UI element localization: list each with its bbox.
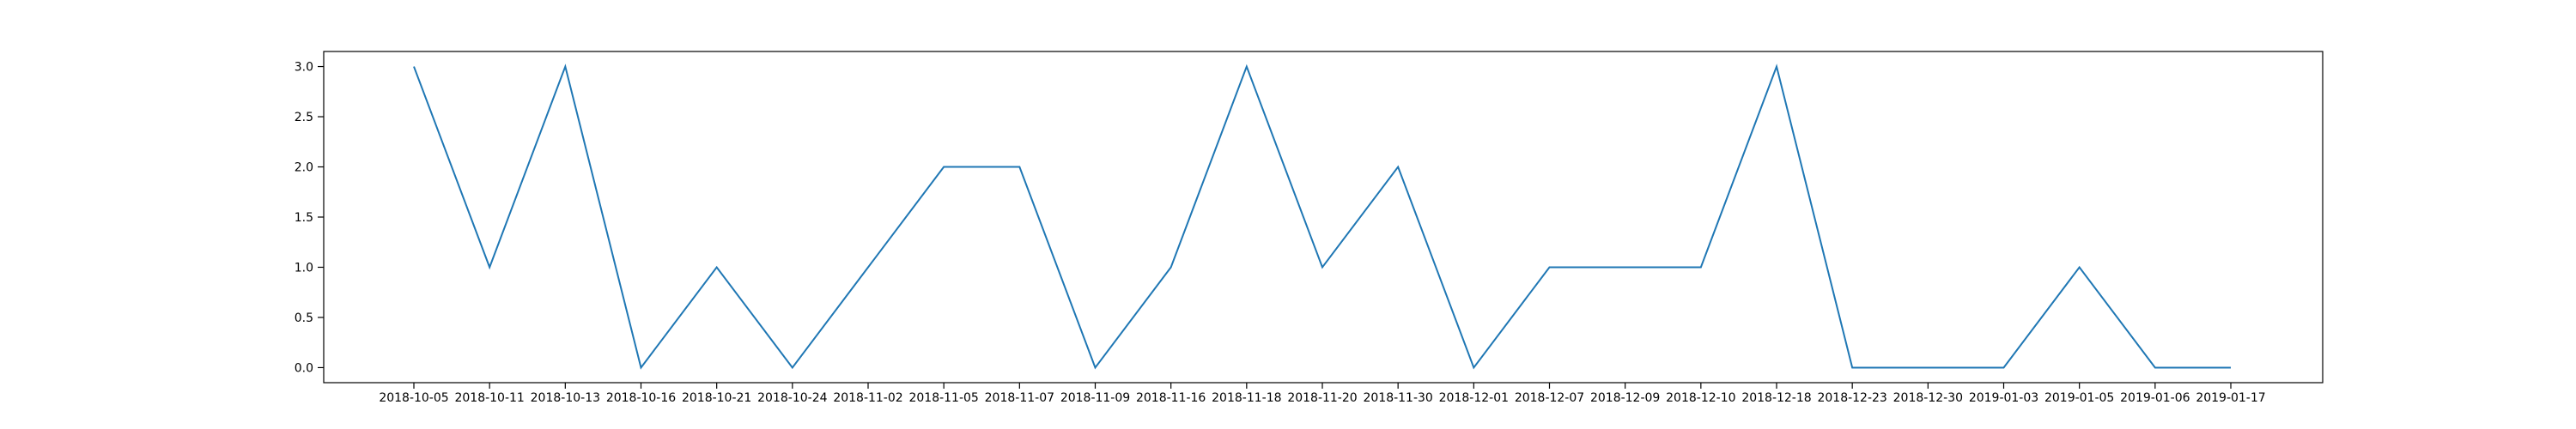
series-layer [413,63,2231,370]
x-tick-label: 2018-11-16 [1136,391,1206,405]
x-tick-label: 2018-12-18 [1741,391,1811,405]
x-tick-label: 2018-12-01 [1439,391,1509,405]
y-tick-label: 0.5 [295,311,313,325]
x-tick-label: 2018-11-09 [1060,391,1130,405]
x-tick-label: 2018-12-09 [1590,391,1660,405]
x-tick-label: 2018-10-16 [606,391,676,405]
x-tick-label: 2018-12-10 [1666,391,1735,405]
x-tick-label: 2018-10-21 [682,391,751,405]
y-tick-label: 2.0 [295,161,313,175]
x-tick-label: 2018-11-02 [833,391,902,405]
x-tick-label: 2019-01-05 [2044,391,2114,405]
y-tick-label: 1.0 [295,261,313,275]
y-axis: 0.0 0.5 1.0 1.5 2.0 2.5 3.0 [295,61,324,375]
x-tick-label: 2019-01-03 [1969,391,2038,405]
y-tick-label: 2.5 [295,111,313,124]
series-line [413,63,2231,370]
x-tick-label: 2018-12-23 [1817,391,1886,405]
x-tick-label: 2018-10-13 [531,391,600,405]
y-tick-label: 3.0 [295,61,313,75]
y-tick-label: 0.0 [295,361,313,375]
plot-frame [323,51,2324,384]
x-tick-label: 2018-10-05 [379,391,448,405]
x-tick-label: 2018-12-30 [1893,391,1963,405]
x-tick-label: 2018-11-18 [1212,391,1281,405]
x-tick-label: 2018-11-05 [908,391,978,405]
x-axis: 2018-10-05 2018-10-11 2018-10-13 2018-10-16… [379,383,2266,405]
y-tick-label: 1.5 [295,211,313,225]
x-tick-label: 2018-10-11 [454,391,524,405]
x-tick-label: 2018-11-07 [985,391,1054,405]
x-tick-label: 2018-12-07 [1515,391,1584,405]
x-tick-label: 2018-10-24 [757,391,827,405]
x-tick-label: 2019-01-06 [2120,391,2190,405]
x-tick-label: 2018-11-30 [1363,391,1432,405]
x-tick-label: 2018-11-20 [1287,391,1357,405]
x-tick-label: 2019-01-17 [2196,391,2265,405]
